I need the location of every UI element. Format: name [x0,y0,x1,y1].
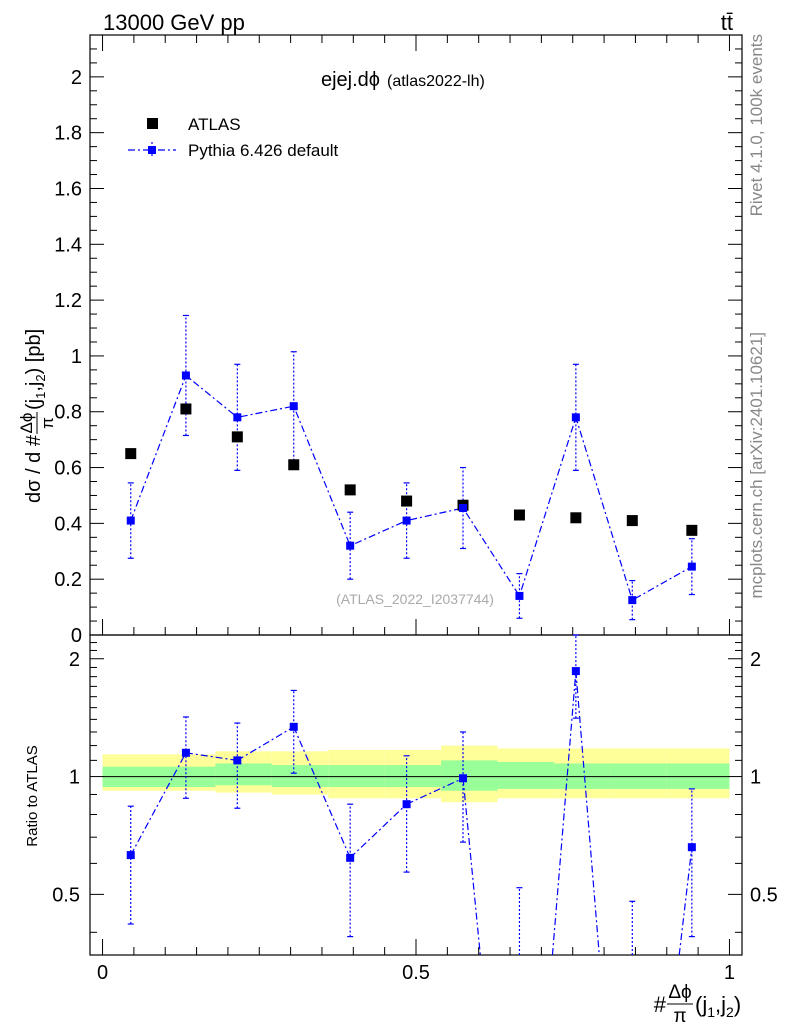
ratio-y-axis-label: Ratio to ATLAS [24,745,41,846]
main-y-tick-label: 1 [71,346,82,368]
ratio-inner-band [497,761,554,789]
x-ticks: 0 0.5 1 [97,35,735,984]
main-y-tick-label: 0.2 [54,569,82,591]
pythia-data-point [181,371,190,380]
ratio-inner-band [215,763,272,786]
legend-pythia-marker [148,146,156,154]
legend-atlas-label: ATLAS [188,115,241,134]
ratio-series-segment [237,726,295,761]
ratio-data-point [346,853,355,862]
side-label-top: Rivet 4.1.0, 100k events [747,34,766,216]
ratio-data-layer [126,634,696,956]
pythia-data-point [515,591,524,600]
x-tick-label: 1 [724,962,735,984]
ratio-data-point [289,722,298,731]
main-y-tick-label: 0.4 [54,513,82,535]
main-y-tick-label: 0 [71,625,82,647]
ratio-inner-band [441,760,498,791]
ratio-series-segment [349,803,408,859]
ratio-bands [102,745,730,803]
watermark: (ATLAS_2022_I2037744) [336,591,494,607]
x-tick-label: 0.5 [402,962,430,984]
main-y-tick-label: 2 [71,67,82,89]
pythia-data-point [687,562,696,571]
pythia-data-point [402,516,411,525]
pythia-data-point [628,596,637,605]
atlas-data-point [686,524,698,536]
main-y-tick-label: 0.8 [54,402,82,424]
atlas-data-point [288,459,300,471]
x-tick-label: 0 [97,962,108,984]
process-label: tt̄ [721,10,733,35]
atlas-data-point [626,515,638,527]
ylabel-prefix: dσ / d # [23,434,45,503]
energy-label: 13000 GeV pp [103,10,245,35]
x-axis-label: # Δϕ π (j1,j2) [654,982,741,1024]
legend-atlas-marker [147,118,158,129]
atlas-data-point [401,495,413,507]
main-y-tick-label: 1.2 [54,290,82,312]
ratio-series-segment [293,726,351,859]
ratio-series-segment [185,752,238,761]
ylabel-frac-num: Δϕ [17,413,36,434]
atlas-data-point [125,448,137,460]
ratio-data-point [402,800,411,809]
ratio-series-segment [551,671,577,956]
main-y-tick-label: 1.4 [54,234,82,256]
ratio-data-point [459,774,468,783]
ratio-series-segment [678,847,693,956]
ratio-y-ticks: 0.5 0.5 1 1 2 2 [52,642,778,933]
plot-subtitle: (atlas2022-lh) [387,73,485,90]
legend-pythia-label: Pythia 6.426 default [188,141,339,160]
ratio-y-tick-label-right: 2 [750,649,761,671]
ylabel-suffix: (j1,j2) [pb] [23,329,48,410]
pythia-data-point [346,541,355,550]
ratio-series-segment [575,671,600,956]
main-y-axis-label: dσ / d # Δϕ π (j1,j2) [pb] [17,329,57,503]
atlas-data-point [344,484,356,496]
ratio-y-tick-label-right: 1 [750,767,761,789]
ratio-data-point [233,756,242,765]
ylabel-frac-den: π [38,417,57,429]
ratio-data-point [571,667,580,676]
main-y-tick-label: 1.8 [54,123,82,145]
atlas-data-point [231,431,243,443]
main-y-ticks: 0 0.2 0.4 0.6 0.8 1 1.2 1.4 1.6 1.8 2 [54,34,742,647]
ratio-panel: 0.5 0.51 12 2 0 0.5 1 Ratio to ATLAS # Δϕ π (… [24,35,778,1024]
pythia-data-point [459,504,468,513]
ratio-data-point [181,748,190,757]
ratio-data-point [126,851,135,860]
xlabel-suffix: (j1,j2) [695,992,741,1020]
main-data-layer [125,314,698,621]
xlabel-prefix: # [654,992,667,1017]
pythia-data-point [126,516,135,525]
side-label-bottom: mcplots.cern.ch [arXiv:2401.10621] [747,332,766,598]
atlas-data-point [513,509,525,521]
main-y-tick-label: 1.6 [54,178,82,200]
ratio-series-segment [462,778,481,956]
ratio-y-tick-label: 0.5 [52,884,80,906]
ratio-series-segment [406,777,464,805]
ratio-y-tick-label: 2 [69,649,80,671]
plot-title: ejej.dϕ [321,69,380,91]
atlas-data-point [180,403,192,415]
main-panel: 0 0.2 0.4 0.6 0.8 1 1.2 1.4 1.6 1.8 2 ejej.dϕ (atl… [17,34,743,647]
ratio-y-tick-label: 1 [69,767,80,789]
main-y-tick-label: 0.6 [54,458,82,480]
xlabel-frac-den: π [673,1006,686,1024]
pythia-data-point [289,402,298,411]
atlas-data-point [570,512,582,524]
ratio-series-segment [130,752,187,856]
legend: ATLAS Pythia 6.426 default [128,115,339,160]
pythia-data-point [233,413,242,422]
ratio-y-tick-label-right: 0.5 [750,884,778,906]
ratio-data-point [687,843,696,852]
pythia-series-line [130,374,693,602]
pythia-data-point [571,413,580,422]
xlabel-frac-num: Δϕ [668,982,691,1003]
